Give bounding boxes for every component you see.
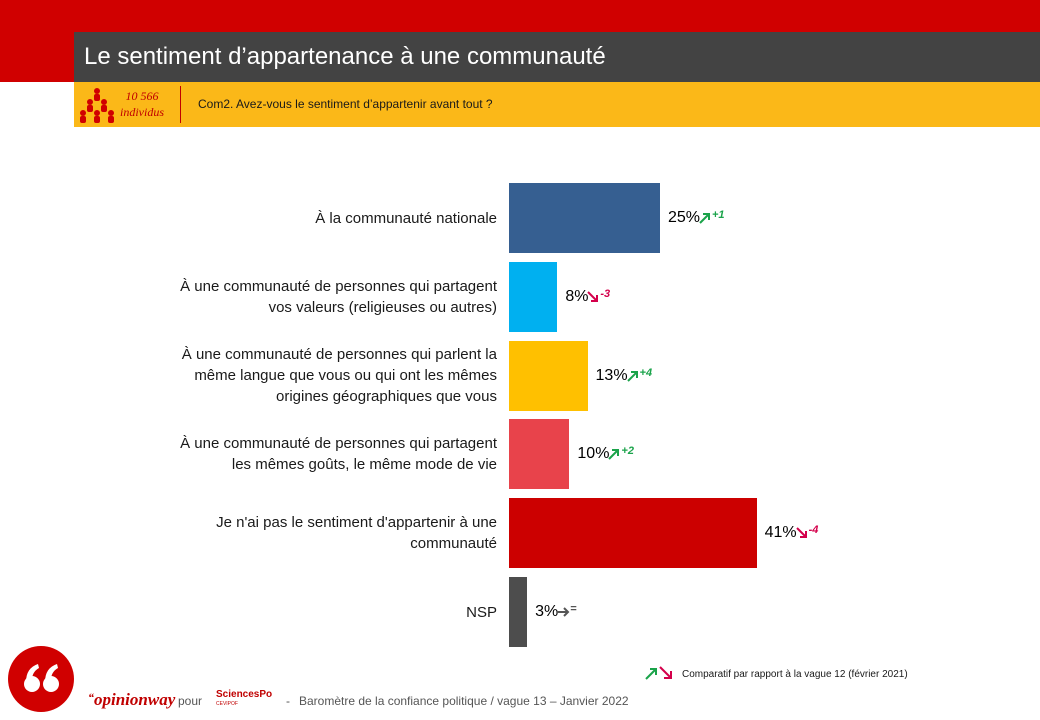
category-label: NSP [466,602,497,623]
category-label-line: À une communauté de personnes qui partag… [180,277,497,295]
legend-trend-icon [645,666,672,680]
category-label-line: Je n'ai pas le sentiment d'appartenir à … [216,514,497,532]
data-label: 10% [577,445,610,463]
category-label-line: communauté [410,535,497,553]
category-label-line: NSP [466,603,497,621]
footer-separator: - [286,694,290,708]
category-label-line: les mêmes goûts, le même mode de vie [231,456,497,474]
bar [509,498,757,569]
page-title: Le sentiment d’appartenance à une commun… [74,32,1040,82]
sample-size: 10 566 individus [114,88,170,120]
bar [509,261,558,332]
bar [509,419,570,490]
category-label: Je n'ai pas le sentiment d'appartenir à … [216,512,497,554]
data-label: 13% [595,366,628,384]
bar [509,577,528,647]
brand-name: opinionway [94,690,176,709]
opinionway-logo: “opinionway [88,690,176,709]
category-label: À une communauté de personnes qui parlen… [182,344,497,407]
data-label: 25% [668,209,701,226]
legend: Comparatif par rapport à la vague 12 (fé… [682,669,908,680]
trend-up-icon [626,370,638,382]
trend-up-icon [699,213,710,224]
category-label-line: À une communauté de personnes qui parlen… [181,346,497,364]
sample-count: 10 566 [125,89,159,103]
change-label: = [570,603,577,615]
category-label: À une communauté de personnes qui partag… [180,433,497,475]
category-label-line: À la communauté nationale [315,209,497,227]
category-label-line: origines géographiques que vous [276,388,497,406]
question-bar: 10 566 individus Com2. Avez-vous le sent… [74,82,1040,127]
category-label-line: vos valeurs (religieuses ou autres) [268,298,497,316]
category-label: À la communauté nationale [315,208,497,229]
data-label: 41% [764,524,797,542]
divider [180,86,181,123]
question-text: Com2. Avez-vous le sentiment d’apparteni… [198,97,493,111]
sample-unit: individus [120,105,164,119]
data-label: 3% [535,603,559,620]
change-label: +2 [621,445,634,458]
trend-down-icon [587,291,599,302]
quote-logo-icon [8,646,74,712]
change-label: +1 [712,209,725,221]
change-label: -4 [808,524,819,537]
category-label-line: À une communauté de personnes qui partag… [180,435,497,453]
bar [509,183,660,253]
cevipof-label: CEVIPOF [216,701,238,707]
change-label: -3 [600,287,611,300]
data-label: 8% [565,287,589,305]
trend-down-icon [795,527,807,539]
people-icon [80,88,114,123]
survey-title: Baromètre de la confiance politique / va… [299,694,629,708]
category-label: À une communauté de personnes qui partag… [180,276,497,318]
change-label: +4 [639,366,653,379]
trend-up-icon [608,449,620,461]
trend-stable-icon [557,607,570,617]
bar [509,340,588,411]
category-label-line: même langue que vous ou qui ont les même… [194,367,497,385]
footer-pour: pour [178,694,203,708]
sciencespo-logo: SciencesPo [216,689,273,700]
